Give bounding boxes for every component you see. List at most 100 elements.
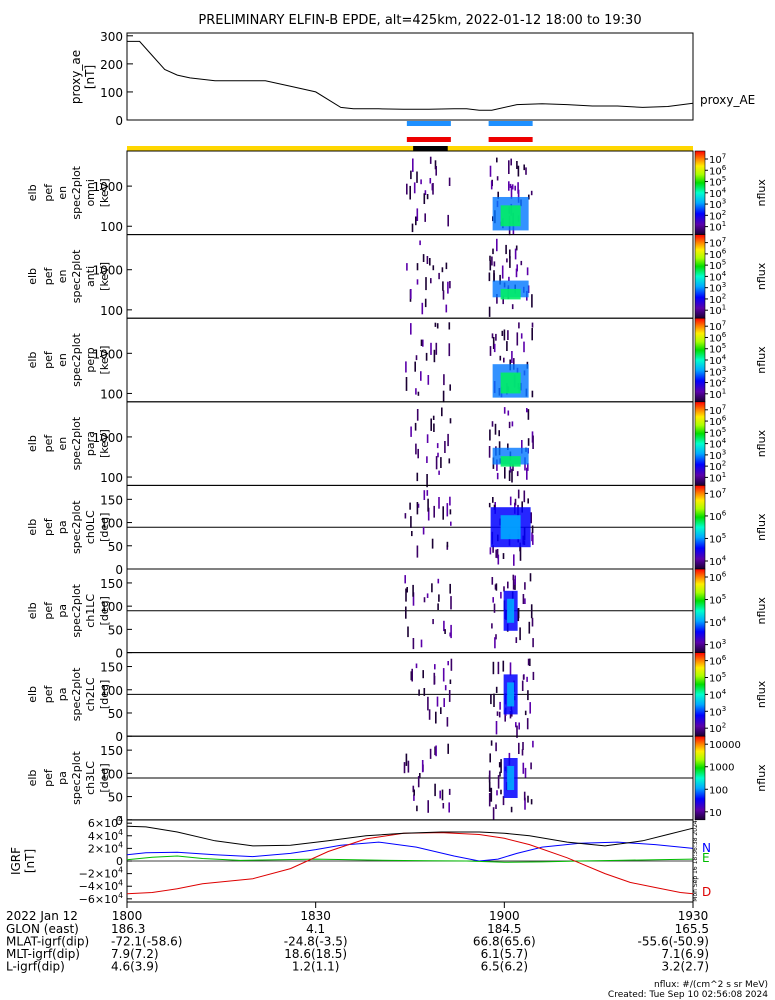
spec-mark [493,603,496,613]
spec-mark [426,474,428,488]
colorbar-label: nflux [755,429,768,457]
spec-mark [529,573,532,582]
spec-mark [406,183,408,195]
igrf-series-line [126,825,694,847]
spec-mark [405,606,407,619]
spec-mark [522,594,525,604]
vertical-date-stamp: Mon Sep 16 18:36:38 2024 [692,820,699,902]
spec-mark [414,361,416,372]
spec-ylabel-line: elb [26,184,39,201]
spec-mark [436,323,439,329]
spec-mark [445,304,448,313]
spec-mark [411,668,413,682]
spec-mark [425,277,427,291]
colorbar [694,735,706,821]
spec-mark [489,255,491,261]
spec-mark [514,498,517,506]
spec-mark [497,661,500,675]
spec-ylabel-line: elb [26,770,39,787]
spec-ylabel-line: pef [42,434,55,453]
colorbar-tick-label: 1000 [709,763,734,774]
marker-bars [127,121,693,151]
spec-mark [508,160,510,174]
spec-mark [429,748,432,759]
colorbar-tick-label: 105 [709,175,726,189]
ae-right-label: proxy_AE [700,93,755,107]
spec-mark [412,592,415,606]
spec-mark [420,639,423,648]
spec-mark [429,156,432,164]
spec-mark [495,634,497,640]
footer-units: nflux: #/(cm^2 s sr MeV) [654,980,768,990]
igrf-series-line [126,855,694,863]
spec-ylabel-line: spec2plot [70,249,83,303]
spec-mark [514,185,516,191]
ae-ytick-label: 300 [100,30,123,44]
spec-mark [443,698,445,707]
spec-mark [488,272,491,282]
colorbar-tick-label: 100 [709,785,728,796]
ephem-row-label: MLAT-igrf(dip) [6,935,89,949]
spec-mark [419,773,421,779]
spec-mark [502,796,505,806]
spec-mark [512,579,515,590]
time-label: 1800 [112,909,143,923]
spec-mark [421,302,424,315]
colorbar-tick-label: 106 [709,331,727,345]
spec-mark [502,295,504,305]
spec-mark [417,776,420,788]
spec-mark [521,749,524,756]
spec-mark [517,189,520,203]
colorbar-label: nflux [755,179,768,207]
spec-mark [496,238,498,252]
spec-mark [420,371,422,381]
spec-ylabel-line: [deg] [98,680,111,709]
spec-mark [425,352,428,361]
spec-mark [513,554,515,566]
ephem-value: 4.1 [306,922,325,936]
spec-mark [495,742,497,752]
spec-mark [410,170,412,180]
orbit-bar [127,146,693,151]
ephem-value: -55.6(-50.9) [638,935,709,949]
spec-mark [528,194,530,200]
igrf-ytick-label: −4×104 [79,878,123,893]
spec-ylabel-line: [keV] [98,429,111,458]
spec-mark [449,384,451,391]
spec-mark [519,627,521,641]
colorbar [694,485,706,570]
spec-mark [526,267,529,276]
ephem-row-label: GLON (east) [6,922,79,936]
spec-mark [424,298,427,308]
spec-mark [430,418,432,431]
colorbar [694,317,706,403]
spec-mark [426,593,429,598]
spec-mark [531,525,534,534]
spec-mark [416,472,419,482]
spec-mark [512,574,515,581]
spec-intensity-core [500,205,521,227]
spec-mark [423,688,426,696]
spec-mark [492,597,494,603]
colorbar-tick-label: 106 [709,415,727,429]
spec-mark [514,248,517,260]
spec-mark [490,787,493,802]
spec-mark [518,322,520,329]
spec-ylabel-line: elb [26,519,39,536]
spec-mark [444,441,446,453]
spec-mark [510,806,513,813]
colorbar-tick-label: 103 [709,448,726,462]
spec-mark [437,452,439,458]
spec-mark [409,502,411,510]
spec-mark [421,760,424,773]
time-label: 1830 [300,909,331,923]
spec-mark [444,629,446,634]
ephem-value: 186.3 [111,922,145,936]
spec-mark [436,696,439,707]
igrf-ytick-label: 4×104 [88,828,123,843]
spec-mark [413,789,415,796]
spec-mark [426,256,429,264]
